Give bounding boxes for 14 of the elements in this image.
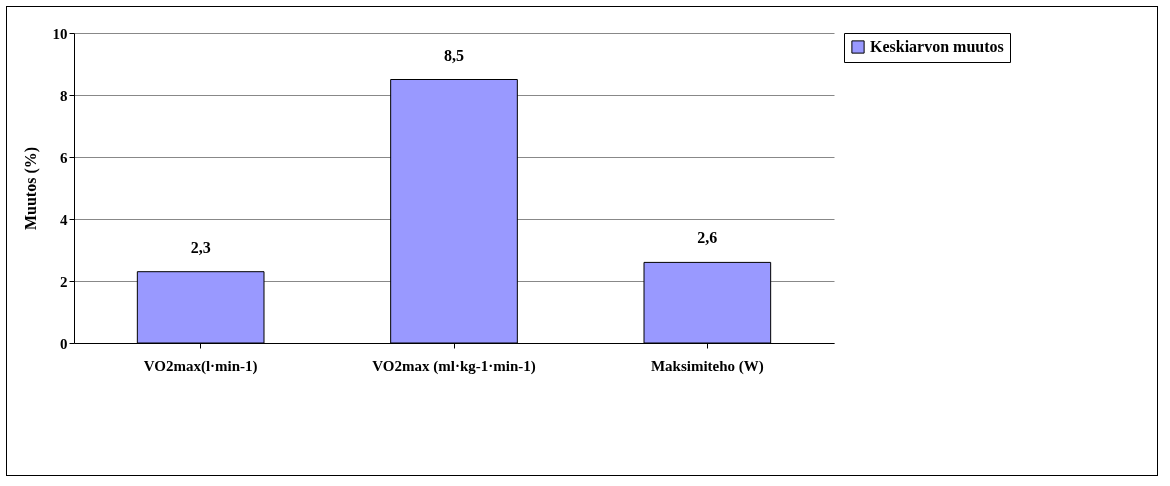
x-tick-label: VO2max (ml·kg-1·min-1) [372,357,536,375]
y-tick-label: 0 [60,335,68,352]
x-tick-label: VO2max(l·min-1) [143,357,258,375]
y-axis-title: Muutos (%) [21,146,40,231]
y-tick-label: 4 [60,211,68,228]
y-tick-label: 2 [60,273,68,290]
y-tick-label: 6 [60,149,68,166]
y-tick-label: 10 [52,25,68,42]
y-tick-label: 8 [60,87,68,104]
legend-label: Keskiarvon muutos [870,38,1004,55]
data-label: 2,6 [697,229,718,247]
data-label: 2,3 [190,238,211,256]
x-tick-label: Maksimiteho (W) [650,357,764,375]
data-label: 8,5 [444,46,464,64]
